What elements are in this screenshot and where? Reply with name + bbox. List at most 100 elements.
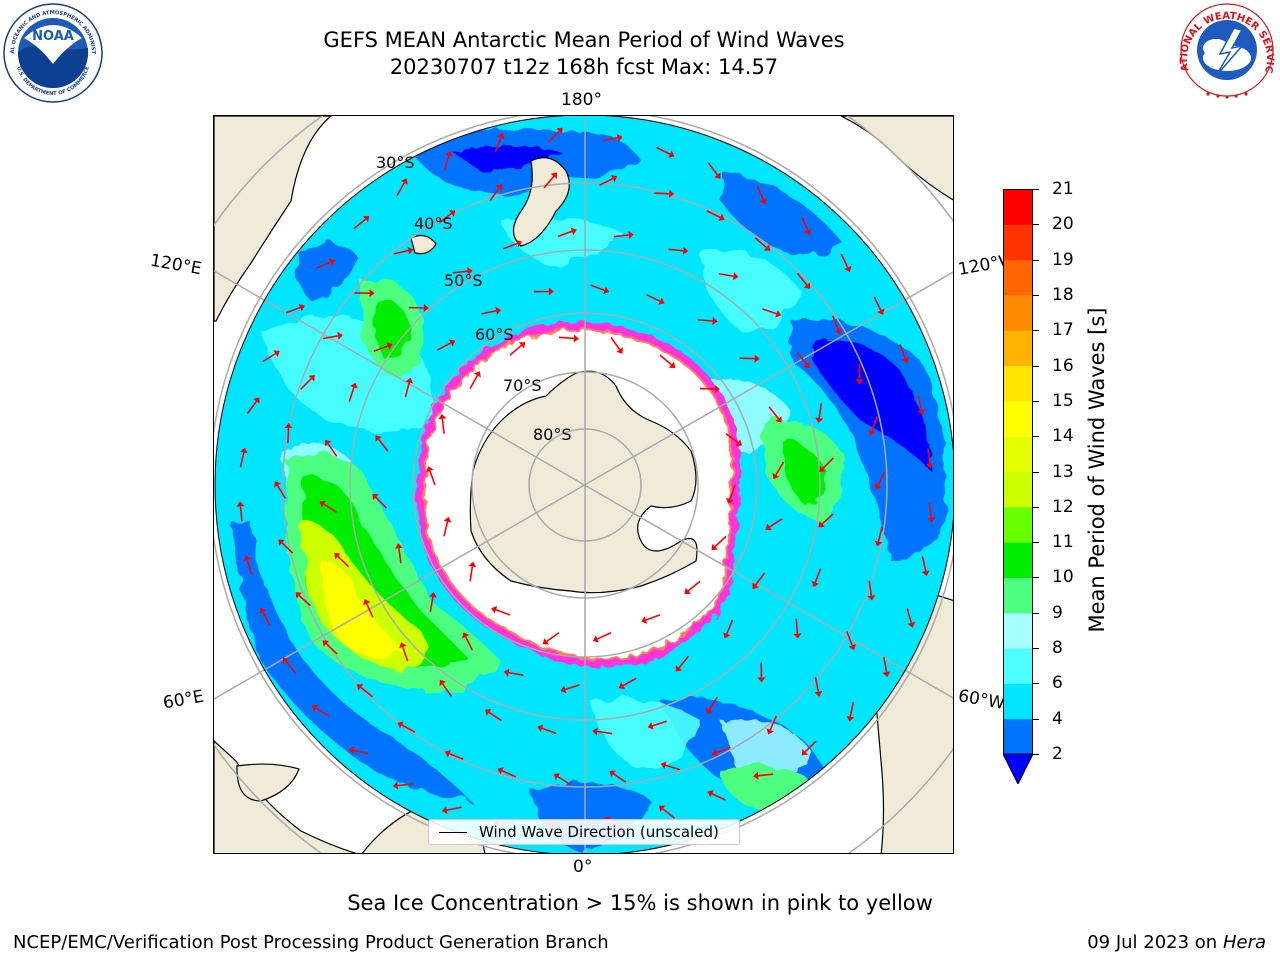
wind-arrow-shaft (502, 242, 518, 250)
wind-arrow-shaft (768, 406, 780, 420)
wind-arrow-shaft (871, 416, 878, 432)
wind-arrow-shaft (446, 806, 462, 811)
wind-arrow-head (491, 606, 498, 614)
wind-arrow-head (927, 517, 936, 523)
wind-arrow-head (350, 382, 358, 389)
wind-arrow-shaft (610, 336, 621, 351)
noaa-logo: NATIONAL OCEANIC AND ATMOSPHERIC ADMINIS… (2, 2, 103, 103)
wind-arrow-shaft (281, 542, 294, 554)
wind-arrow-head (814, 691, 823, 697)
wind-arrow-head (714, 384, 720, 393)
wind-arrow-shaft (769, 715, 777, 731)
footer-credit: NCEP/EMC/Verification Post Processing Pr… (13, 932, 609, 953)
wind-arrow-shaft (397, 783, 413, 787)
wind-arrow-shaft (832, 315, 840, 331)
wind-arrow-shaft (565, 684, 580, 691)
wind-arrow-head (550, 172, 558, 179)
wind-arrow-head (542, 638, 549, 645)
wind-arrow-head (641, 616, 648, 624)
wind-arrow-head (278, 539, 285, 546)
wind-arrow-shaft (404, 382, 411, 398)
wind-arrow-head (616, 133, 623, 142)
wind-arrow-head (732, 272, 739, 281)
colorbar-segment (1003, 330, 1033, 367)
wind-arrow-shaft (325, 643, 338, 655)
wind-arrow-shaft (323, 335, 339, 340)
wind-arrow-head (537, 724, 544, 733)
wind-arrow-head (311, 704, 319, 712)
colorbar-segment (1003, 506, 1033, 543)
wind-arrow-head (243, 555, 252, 562)
wind-arrow-shaft (449, 752, 464, 760)
wind-arrow-head (399, 642, 407, 649)
colorbar-tick-label: 21 (1052, 179, 1074, 199)
wind-arrow-shaft (443, 521, 449, 537)
wind-arrow-head (570, 227, 577, 236)
colorbar-tick-label: 17 (1052, 320, 1074, 341)
wind-arrow-head (295, 592, 302, 599)
wind-arrow-shaft (546, 632, 560, 643)
wind-arrow-head (714, 172, 721, 179)
wind-arrow-shaft (645, 614, 661, 621)
colorbar-label: Mean Period of Wind Waves [s] (1085, 307, 1109, 633)
wind-arrow-head (647, 721, 654, 730)
wind-arrow-head (497, 133, 505, 140)
wind-arrow-shaft (429, 596, 434, 612)
wind-arrow-head (448, 339, 456, 347)
colorbar-segment (1003, 436, 1033, 472)
wind-arrow-shaft (365, 603, 374, 618)
wind-arrow-shaft (494, 137, 502, 153)
colorbar-tick-label: 6 (1052, 673, 1063, 694)
wind-arrow-head (815, 417, 824, 424)
wind-arrow-head (844, 265, 852, 272)
nws-logo: NATIONAL WEATHER SERVICE (1176, 2, 1275, 99)
wind-arrow-head (337, 331, 343, 340)
wind-arrow-head (907, 621, 916, 628)
lat-label-30s: 30°S (376, 153, 415, 172)
wind-arrow-head (328, 258, 336, 266)
wind-arrow-head (375, 435, 382, 442)
wind-arrow-head (322, 640, 330, 647)
wind-arrow-shaft (298, 595, 311, 607)
wind-arrow-head (282, 657, 290, 665)
wind-arrow-head (503, 668, 510, 677)
wind-arrow-shaft (437, 342, 452, 351)
wind-arrow-head (273, 350, 280, 358)
legend-label: Wind Wave Direction (unscaled) (479, 823, 719, 841)
wind-arrow-head (495, 306, 502, 315)
wind-arrow-shaft (442, 683, 452, 697)
wind-arrow-shaft (401, 724, 416, 733)
wind-arrow-shaft (429, 470, 436, 486)
wind-arrow-head (363, 599, 371, 606)
wind-arrow-shaft (873, 296, 882, 311)
wind-arrow-shaft (239, 452, 245, 468)
wind-arrow-shaft (495, 609, 511, 616)
wind-arrow-head (819, 465, 826, 472)
wind-arrow-head (735, 439, 742, 446)
wind-arrow-head (668, 150, 675, 158)
wind-arrow-shaft (327, 443, 338, 457)
chart-title: GEFS MEAN Antarctic Mean Period of Wind … (323, 28, 845, 52)
colorbar-tick-label: 15 (1052, 390, 1074, 411)
wind-arrow-head (400, 178, 408, 185)
wind-arrow-head (284, 423, 293, 429)
colorbar-tick-mark (1033, 436, 1039, 438)
wind-arrow-head (394, 543, 403, 549)
wind-arrow-shaft (287, 427, 290, 444)
colorbar-tick-mark (1033, 330, 1039, 332)
wind-arrow-head (236, 501, 245, 507)
wind-arrow-shaft (801, 216, 809, 231)
colorbar-tick-label: 8 (1052, 638, 1063, 659)
colorbar-tick-label: 19 (1052, 249, 1074, 270)
wind-arrow-shaft (706, 210, 721, 219)
wind-arrow-shaft (378, 438, 389, 452)
wind-arrow-head (473, 371, 481, 378)
wind-arrow-head (867, 595, 876, 601)
wind-arrow-head (874, 540, 883, 547)
wind-arrow-head (669, 189, 675, 198)
colorbar-tick-mark (1033, 648, 1039, 650)
wind-arrow-head (753, 771, 759, 780)
wind-arrow-shaft (840, 253, 849, 268)
wind-arrow-head (441, 806, 448, 815)
wind-arrow-head (874, 483, 882, 490)
